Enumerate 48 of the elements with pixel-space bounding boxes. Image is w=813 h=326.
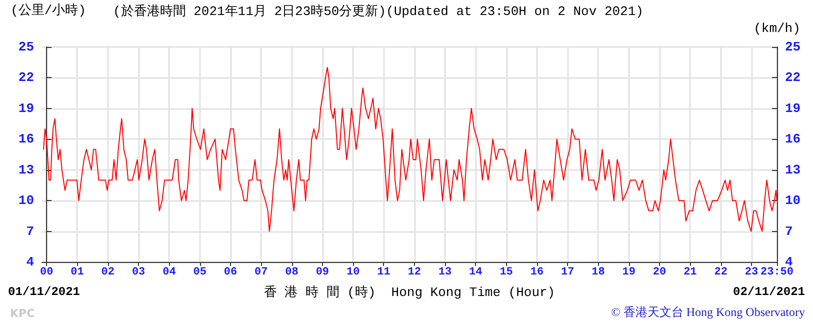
y2-tick-label: 25 [785, 40, 801, 54]
x-tick-label: 14 [469, 266, 483, 278]
y-tick-label: 16 [18, 132, 34, 147]
x-tick-label: 20 [652, 266, 666, 278]
x-tick-label: 10 [346, 266, 360, 278]
x-tick-label: 01 [70, 266, 84, 278]
y-axis-title: (公里/小時) [10, 3, 86, 18]
y2-tick-label: 19 [785, 100, 801, 116]
text: 01/11/2021 [8, 285, 80, 299]
y-tick-label: 19 [18, 100, 34, 116]
x-axis-title: 香 港 時 間 (時) Hong Kong Time (Hour) [264, 285, 556, 300]
x-tick-label: 19 [622, 266, 636, 278]
chart-title: (於香港時間 2021年11月 2日23時50分更新)(Updated at 23:50H on 2 Nov 2021) [113, 4, 644, 19]
y-tick-label: 25 [18, 40, 34, 54]
x-tick-label: 22 [714, 266, 728, 278]
y2-tick-label: 7 [785, 224, 793, 239]
x-tick-label: 07 [254, 266, 268, 278]
text: 02/11/2021 [732, 285, 806, 299]
x-tick-label: 15 [500, 266, 514, 278]
y2-tick-label: 10 [785, 193, 801, 208]
y2-axis-title: (km/h) [754, 21, 800, 36]
x-tick-label: 04 [162, 266, 176, 278]
y-tick-label: 13 [18, 162, 34, 178]
y-tick-label: 10 [18, 193, 34, 208]
y2-tick-label: 13 [785, 162, 801, 178]
y-tick-label: 22 [18, 70, 34, 86]
x-tick-label: 16 [530, 266, 544, 278]
x-tick-label: 02 [101, 266, 114, 278]
x-tick-label: 17 [560, 266, 574, 278]
y-tick-label: 4 [26, 254, 34, 270]
x-tick-label: 18 [592, 266, 606, 278]
x-tick-label: 11 [377, 266, 391, 278]
x-tick-label: 00 [40, 266, 54, 278]
x-tick-label: 23:50 [760, 266, 794, 278]
x-tick-label: 21 [684, 266, 698, 278]
y-tick-label: 7 [26, 224, 34, 239]
x-tick-label: 08 [285, 266, 299, 278]
line-series [43, 66, 778, 232]
y2-tick-label: 22 [785, 70, 801, 86]
x-tick-label: 03 [132, 266, 146, 278]
x-tick-label: 12 [408, 266, 421, 278]
x-tick-label: 13 [438, 266, 452, 278]
x-tick-label: 06 [224, 266, 238, 278]
y2-tick-label: 16 [785, 132, 801, 147]
x-tick-label: 05 [193, 266, 207, 278]
x-tick-label: 23 [744, 266, 758, 278]
text: © 香港天文台 Hong Kong Observatory [611, 305, 805, 319]
x-tick-label: 09 [316, 266, 330, 278]
